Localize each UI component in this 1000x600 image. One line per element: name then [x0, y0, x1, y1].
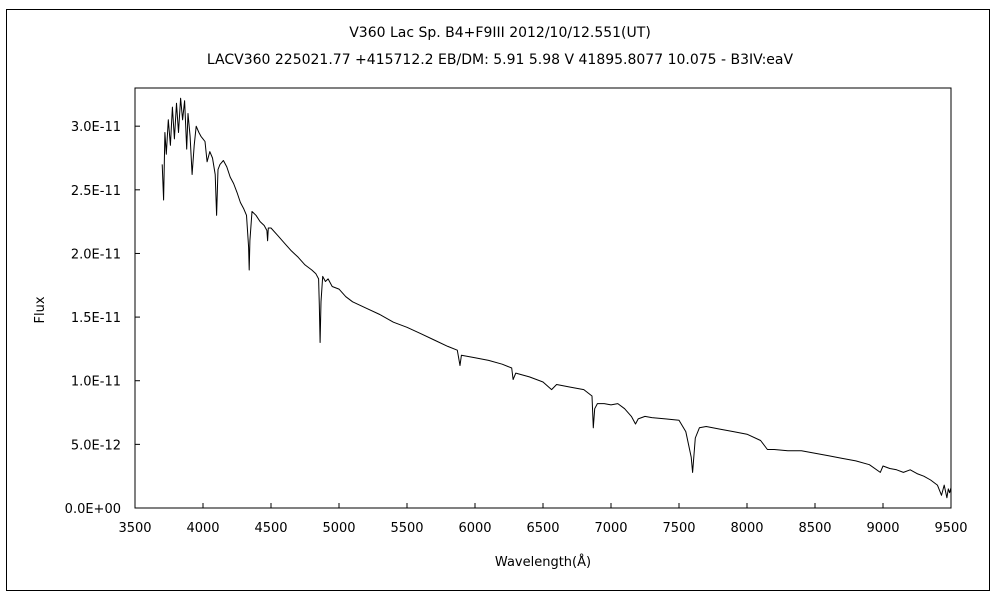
y-tick-label: 1.5E-11: [71, 311, 121, 326]
x-tick-label: 9500: [934, 521, 967, 536]
y-tick-label: 1.0E-11: [71, 375, 121, 390]
x-tick-label: 4500: [254, 521, 287, 536]
y-axis: 0.0E+00 5.0E-12 1.0E-11 1.5E-11 2.0E-11 2.5E-…: [65, 120, 140, 517]
chart-subtitle: LACV360 225021.77 +415712.2 EB/DM: 5.91 …: [206, 52, 794, 68]
y-tick-label: 2.0E-11: [71, 247, 121, 262]
chart-frame: [6, 9, 990, 591]
y-tick-label: 0.0E+00: [65, 502, 121, 517]
x-axis: 3500 4000 4500 5000 5500 6000 6500 7000 7500 8000…: [118, 503, 968, 536]
x-tick-label: 7500: [662, 521, 695, 536]
plot-area: [134, 87, 952, 509]
x-tick-label: 5000: [322, 521, 355, 536]
x-tick-label: 5500: [390, 521, 423, 536]
y-tick-label: 3.0E-11: [71, 120, 121, 135]
spectrum-line: [161, 97, 952, 499]
x-tick-label: 8500: [798, 521, 831, 536]
x-axis-label: Wavelength(Å): [495, 554, 591, 570]
x-tick-label: 4000: [186, 521, 219, 536]
x-tick-label: 8000: [730, 521, 763, 536]
y-tick-label: 2.5E-11: [71, 184, 121, 199]
x-tick-label: 6500: [526, 521, 559, 536]
x-tick-label: 7000: [594, 521, 627, 536]
x-tick-label: 3500: [118, 521, 151, 536]
y-axis-label: Flux: [33, 296, 48, 323]
y-tick-label: 5.0E-12: [71, 438, 121, 453]
x-tick-label: 6000: [458, 521, 491, 536]
chart-title: V360 Lac Sp. B4+F9III 2012/10/12.551(UT): [349, 25, 651, 41]
series-layer: [161, 97, 952, 499]
x-tick-label: 9000: [866, 521, 899, 536]
